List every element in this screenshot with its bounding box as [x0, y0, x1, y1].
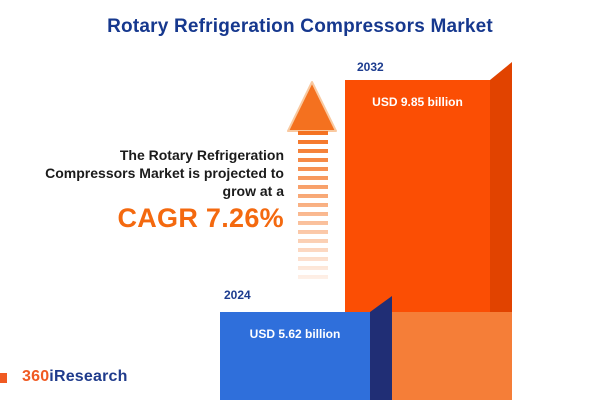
projection-line-2: Compressors Market is projected to	[45, 165, 284, 181]
projection-line-3: grow at a	[222, 183, 284, 199]
cagr-value: CAGR 7.26%	[117, 203, 284, 233]
bar-2024-value-label: USD 5.62 billion	[249, 327, 341, 341]
logo-mark-icon	[0, 373, 7, 383]
bar-2032-base-shade	[392, 312, 512, 400]
projection-line-1: The Rotary Refrigeration	[119, 147, 284, 163]
brand-logo: 360iResearch	[22, 368, 128, 386]
projection-text: The Rotary Refrigeration Compressors Mar…	[18, 146, 284, 233]
bar-2024-side-face	[370, 296, 392, 400]
bar-2032-value-label: USD 9.85 billion	[372, 95, 463, 109]
bar-2032-year-label: 2032	[357, 60, 384, 74]
growth-arrow-shaft-icon	[298, 131, 328, 283]
bar-2024-year-label: 2024	[224, 288, 251, 302]
brand-logo-suffix: iResearch	[49, 368, 128, 385]
brand-logo-prefix: 360	[22, 368, 50, 385]
bar-2024-front-face	[220, 312, 370, 400]
page-title: Rotary Refrigeration Compressors Market	[107, 16, 493, 37]
growth-arrow-head-icon	[287, 81, 337, 132]
